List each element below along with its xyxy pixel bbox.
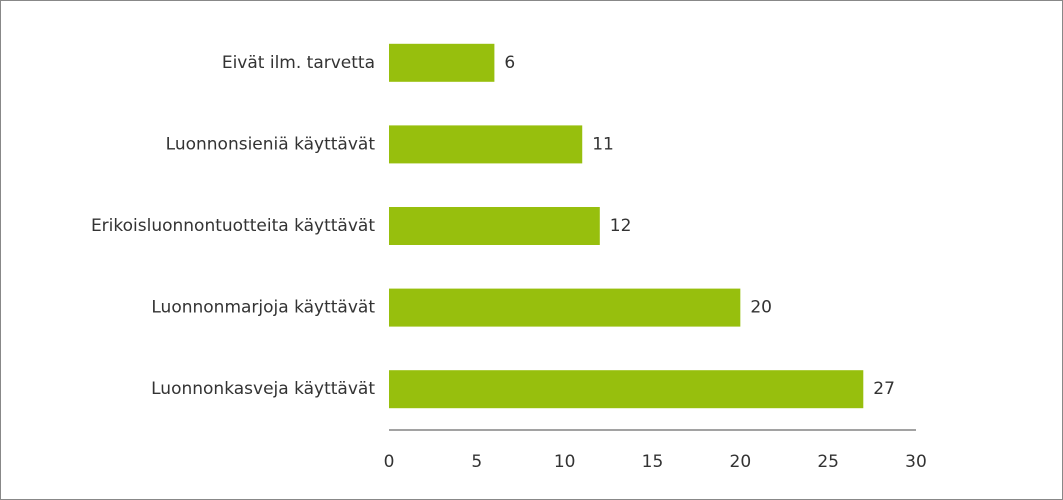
value-label: 11 — [592, 134, 614, 154]
bar — [389, 288, 741, 327]
x-tick-label: 15 — [642, 452, 664, 472]
x-tick-label: 20 — [730, 452, 752, 472]
y-tick-label: Eivät ilm. tarvetta — [222, 53, 375, 73]
x-tick-label: 5 — [471, 452, 482, 472]
value-label: 6 — [504, 53, 515, 73]
y-tick-label: Erikoisluonnontuotteita käyttävät — [91, 216, 375, 236]
bar — [389, 207, 600, 245]
value-label: 12 — [610, 216, 632, 236]
y-tick-label: Luonnonsieniä käyttävät — [166, 134, 376, 154]
bar — [389, 370, 864, 409]
x-tick-label: 30 — [905, 452, 927, 472]
x-tick-label: 25 — [817, 452, 839, 472]
bar — [389, 43, 495, 82]
y-tick-label: Luonnonkasveja käyttävät — [151, 379, 375, 399]
x-tick-label: 10 — [554, 452, 576, 472]
value-label: 20 — [750, 298, 772, 318]
bar — [389, 125, 583, 164]
x-tick-label: 0 — [384, 452, 395, 472]
value-label: 27 — [873, 379, 895, 399]
y-tick-label: Luonnonmarjoja käyttävät — [151, 298, 375, 318]
